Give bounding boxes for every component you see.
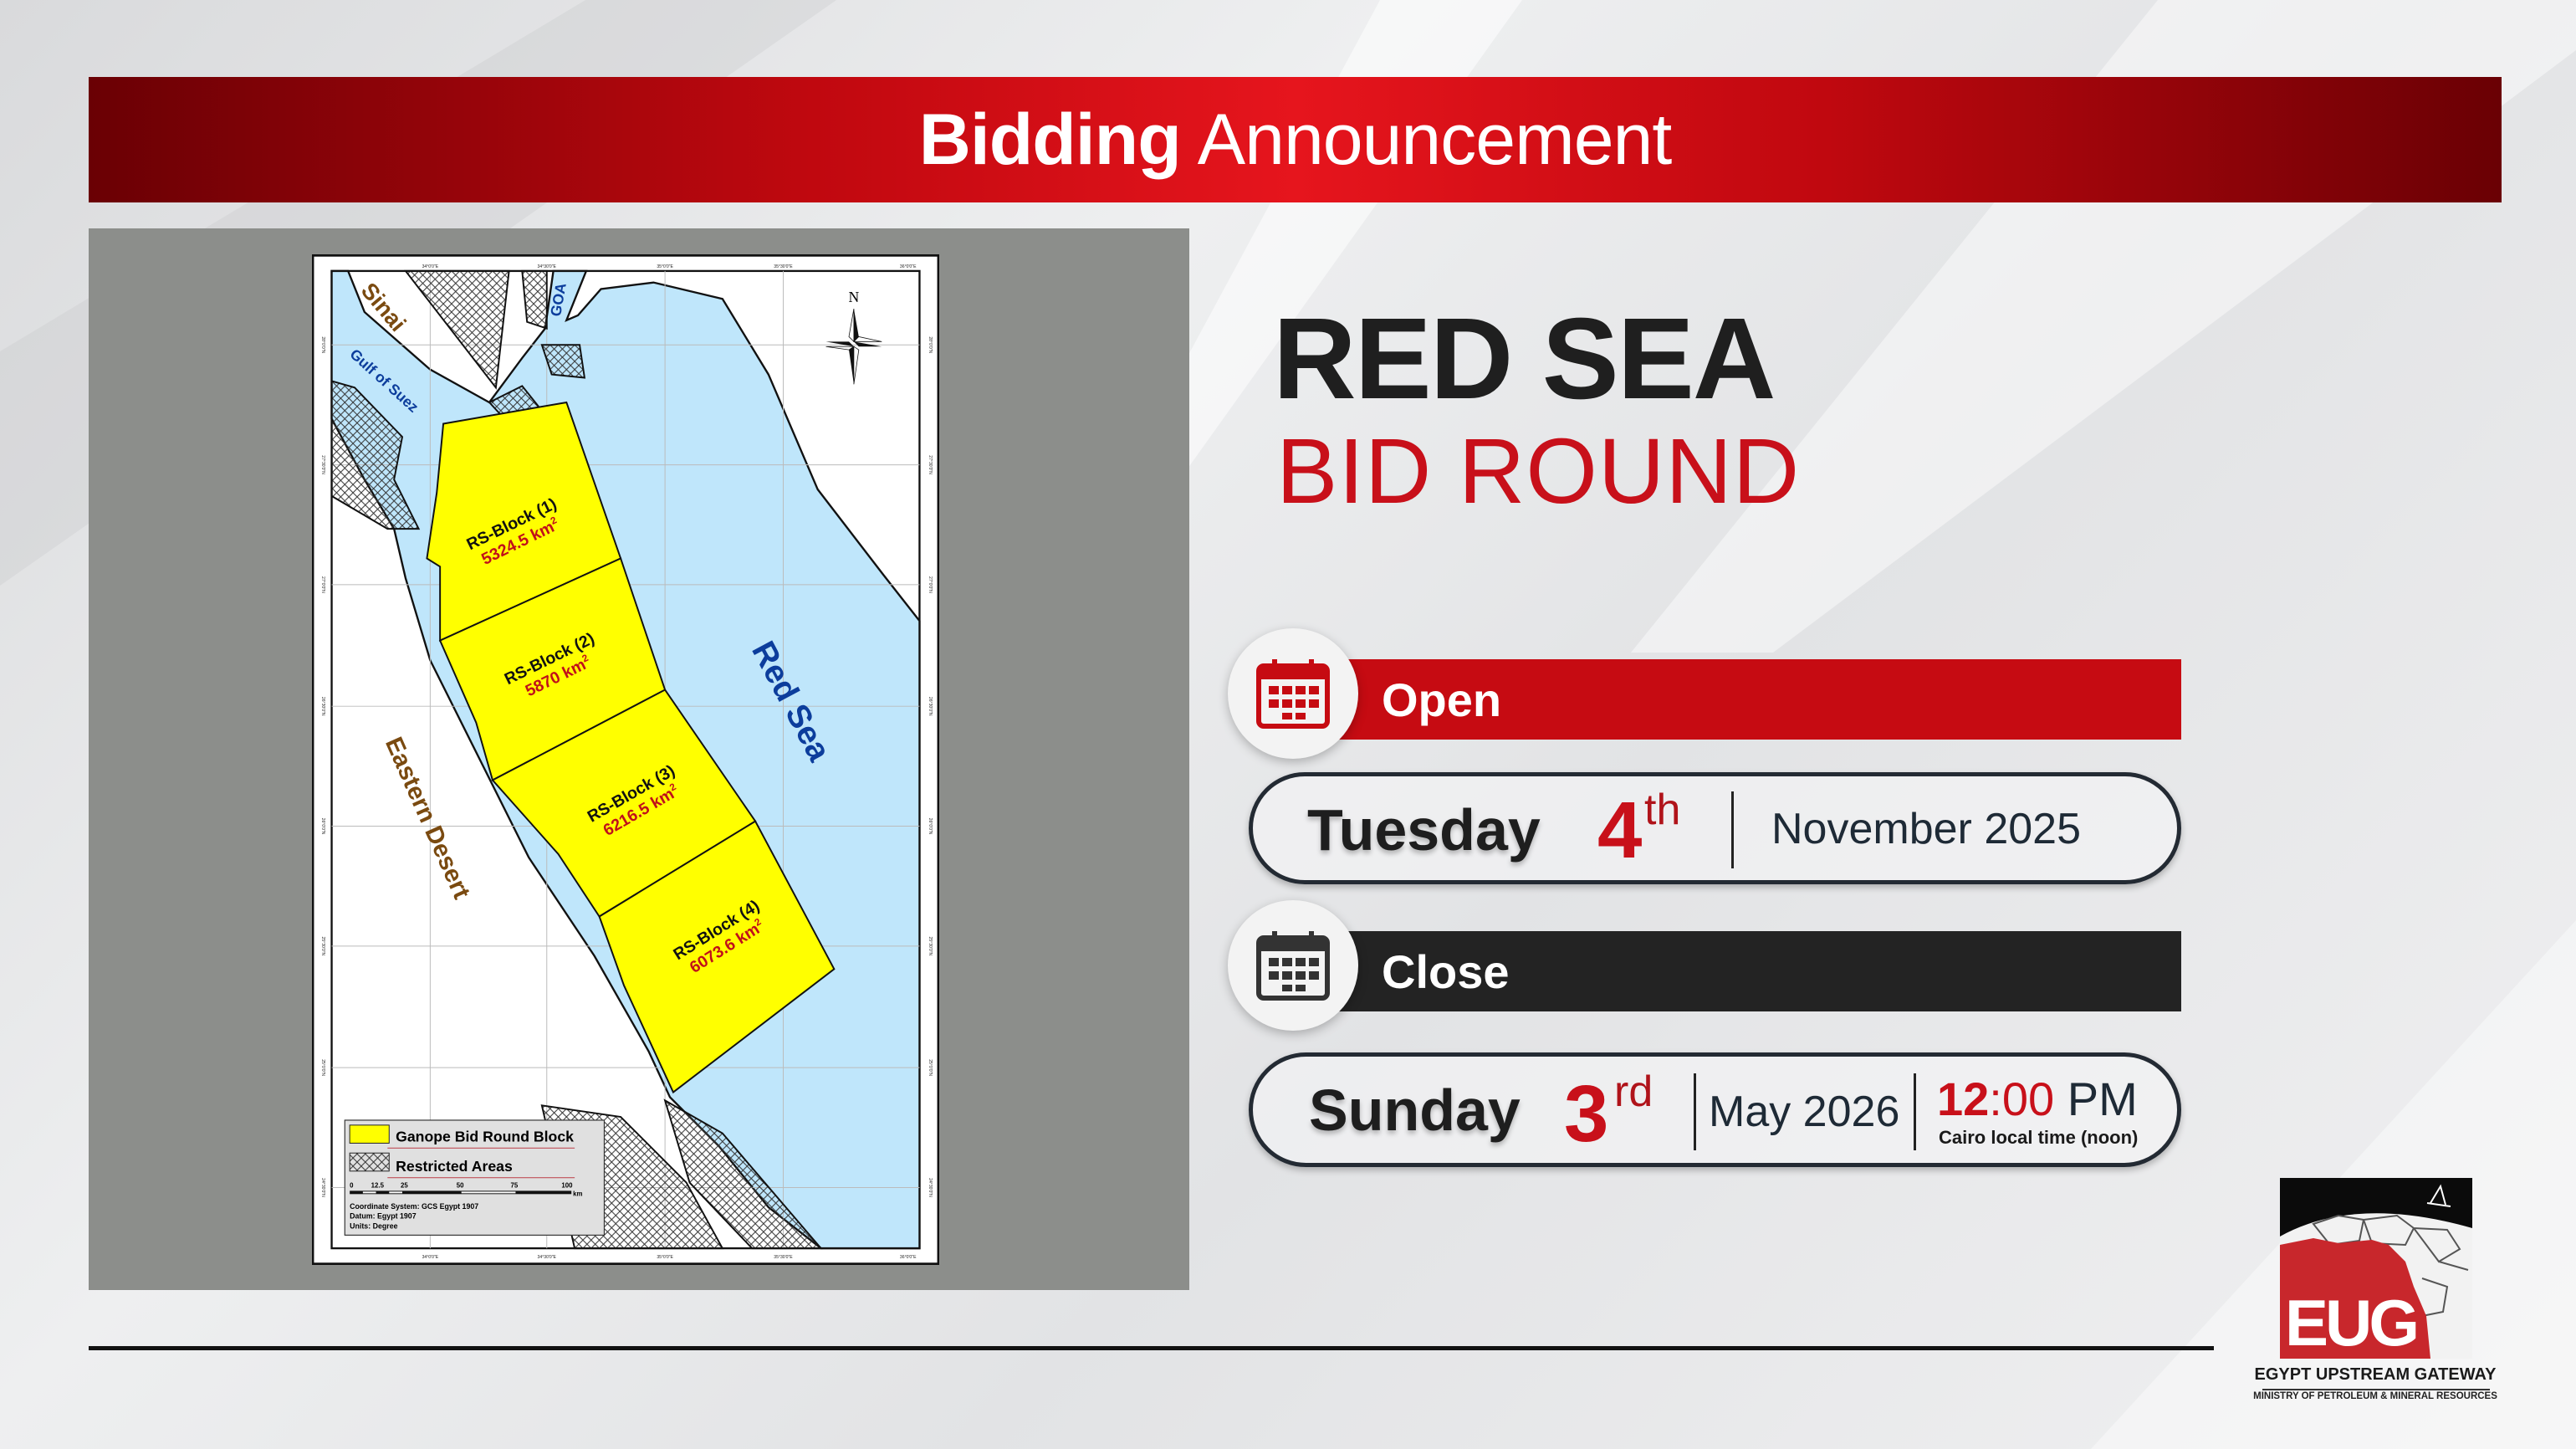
open-day: Tuesday <box>1307 797 1541 863</box>
headline-red-sea: RED SEA <box>1273 294 1776 423</box>
svg-text:36°0'0"E: 36°0'0"E <box>900 1255 917 1260</box>
svg-text:34°0'0"E: 34°0'0"E <box>422 1255 439 1260</box>
time-note: Cairo local time (noon) <box>1939 1127 2139 1148</box>
svg-text:27°30'0"N: 27°30'0"N <box>928 455 933 474</box>
svg-text:25°0'0"N: 25°0'0"N <box>320 1059 325 1076</box>
svg-text:36°0'0"E: 36°0'0"E <box>900 264 917 269</box>
calendar-icon <box>1256 931 1330 1001</box>
legend-datum: Datum: Egypt 1907 <box>350 1212 417 1221</box>
close-day: Sunday <box>1309 1078 1521 1143</box>
svg-text:25: 25 <box>401 1181 408 1189</box>
close-bar: Close <box>1298 931 2181 1011</box>
time-ampm: PM <box>2054 1073 2138 1125</box>
banner-title-bold: Bidding <box>918 99 1182 180</box>
open-date-suffix: th <box>1644 786 1681 834</box>
open-bar: Open <box>1298 659 2181 740</box>
calendar-icon <box>1256 659 1330 729</box>
open-month-year: November 2025 <box>1771 805 2081 853</box>
svg-text:34°30'0"E: 34°30'0"E <box>538 1255 557 1260</box>
logo-mark: EUG <box>2285 1286 2416 1359</box>
open-label: Open <box>1382 673 1502 726</box>
svg-text:25°30'0"N: 25°30'0"N <box>928 937 933 956</box>
legend-restricted: Restricted Areas <box>396 1158 513 1175</box>
svg-text:100: 100 <box>561 1181 573 1189</box>
svg-text:35°0'0"E: 35°0'0"E <box>657 264 673 269</box>
svg-text:km: km <box>573 1190 582 1197</box>
svg-text:35°0'0"E: 35°0'0"E <box>657 1255 673 1260</box>
north-label: N <box>849 289 860 305</box>
svg-text:35°30'0"E: 35°30'0"E <box>774 1255 793 1260</box>
svg-text:28°0'0"N: 28°0'0"N <box>320 336 325 353</box>
time-minutes: :00 <box>1989 1073 2055 1125</box>
svg-text:34°30'0"E: 34°30'0"E <box>538 264 557 269</box>
red-sea-blocks-map: RS-Block (1)5324.5 km2 RS-Block (2)5870 … <box>312 254 939 1265</box>
longitude-labels: 34°0'0"E 34°30'0"E 35°0'0"E 35°30'0"E 36°0'0… <box>422 264 917 1260</box>
svg-text:75: 75 <box>511 1181 519 1189</box>
svg-text:12.5: 12.5 <box>371 1181 385 1189</box>
svg-text:50: 50 <box>457 1181 464 1189</box>
open-date-pill: Tuesday 4 th November 2025 <box>1249 772 2181 884</box>
close-time: 12:00 PM <box>1937 1072 2138 1126</box>
footer-divider <box>89 1346 2214 1350</box>
announcement-banner: Bidding Announcement <box>89 77 2502 202</box>
superscript: 2 <box>549 515 559 527</box>
svg-text:27°30'0"N: 27°30'0"N <box>320 455 325 474</box>
bid-blocks <box>426 401 836 1094</box>
svg-text:25°0'0"N: 25°0'0"N <box>928 1059 933 1076</box>
legend-block: Ganope Bid Round Block <box>396 1128 574 1144</box>
time-hour: 12 <box>1937 1073 1990 1125</box>
divider <box>1914 1073 1916 1150</box>
close-month-year: May 2026 <box>1709 1088 1900 1136</box>
open-date-number: 4 <box>1597 786 1643 875</box>
banner-title-regular: Announcement <box>1197 99 1673 180</box>
divider <box>1694 1073 1696 1150</box>
close-calendar-badge <box>1228 900 1358 1031</box>
svg-text:26°0'0"N: 26°0'0"N <box>928 818 933 835</box>
legend-units: Units: Degree <box>350 1222 397 1231</box>
svg-text:27°0'0"N: 27°0'0"N <box>928 576 933 593</box>
svg-text:24°30'0"N: 24°30'0"N <box>320 1178 325 1197</box>
svg-text:26°30'0"N: 26°30'0"N <box>320 697 325 716</box>
block-4-shape <box>598 820 836 1094</box>
legend-coordinate-system: Coordinate System: GCS Egypt 1907 <box>350 1202 478 1211</box>
svg-text:34°0'0"E: 34°0'0"E <box>422 264 439 269</box>
latitude-labels: 28°0'0"N 27°30'0"N 27°0'0"N 26°30'0"N 26°0'0… <box>320 336 933 1197</box>
eug-logo: EUG <box>2280 1178 2472 1359</box>
svg-text:0: 0 <box>350 1181 354 1189</box>
svg-text:35°30'0"E: 35°30'0"E <box>774 264 793 269</box>
close-date-number: 3 <box>1564 1069 1609 1159</box>
svg-text:25°30'0"N: 25°30'0"N <box>320 937 325 956</box>
superscript: 2 <box>580 653 590 665</box>
svg-text:27°0'0"N: 27°0'0"N <box>320 576 325 593</box>
scale-bar <box>350 1190 572 1195</box>
close-date-pill: Sunday 3 rd May 2026 12:00 PM Cairo loca… <box>1249 1052 2181 1167</box>
svg-text:26°0'0"N: 26°0'0"N <box>320 818 325 835</box>
close-label: Close <box>1382 945 1510 998</box>
north-arrow-icon: N <box>825 289 882 385</box>
close-date-suffix: rd <box>1614 1068 1653 1116</box>
headline-bid-round: BID ROUND <box>1276 420 1801 523</box>
svg-text:26°30'0"N: 26°30'0"N <box>928 697 933 716</box>
svg-text:24°30'0"N: 24°30'0"N <box>928 1178 933 1197</box>
divider <box>1731 791 1734 868</box>
logo-name: EGYPT UPSTREAM GATEWAY <box>2254 1365 2497 1384</box>
logo-ministry: MINISTRY OF PETROLEUM & MINERAL RESOURCE… <box>2253 1391 2497 1401</box>
logo-divider <box>2262 1389 2490 1390</box>
block-1-shape <box>426 401 622 643</box>
map-legend: Ganope Bid Round Block Restricted Areas … <box>344 1119 606 1236</box>
open-calendar-badge <box>1228 628 1358 759</box>
svg-text:28°0'0"N: 28°0'0"N <box>928 336 933 353</box>
